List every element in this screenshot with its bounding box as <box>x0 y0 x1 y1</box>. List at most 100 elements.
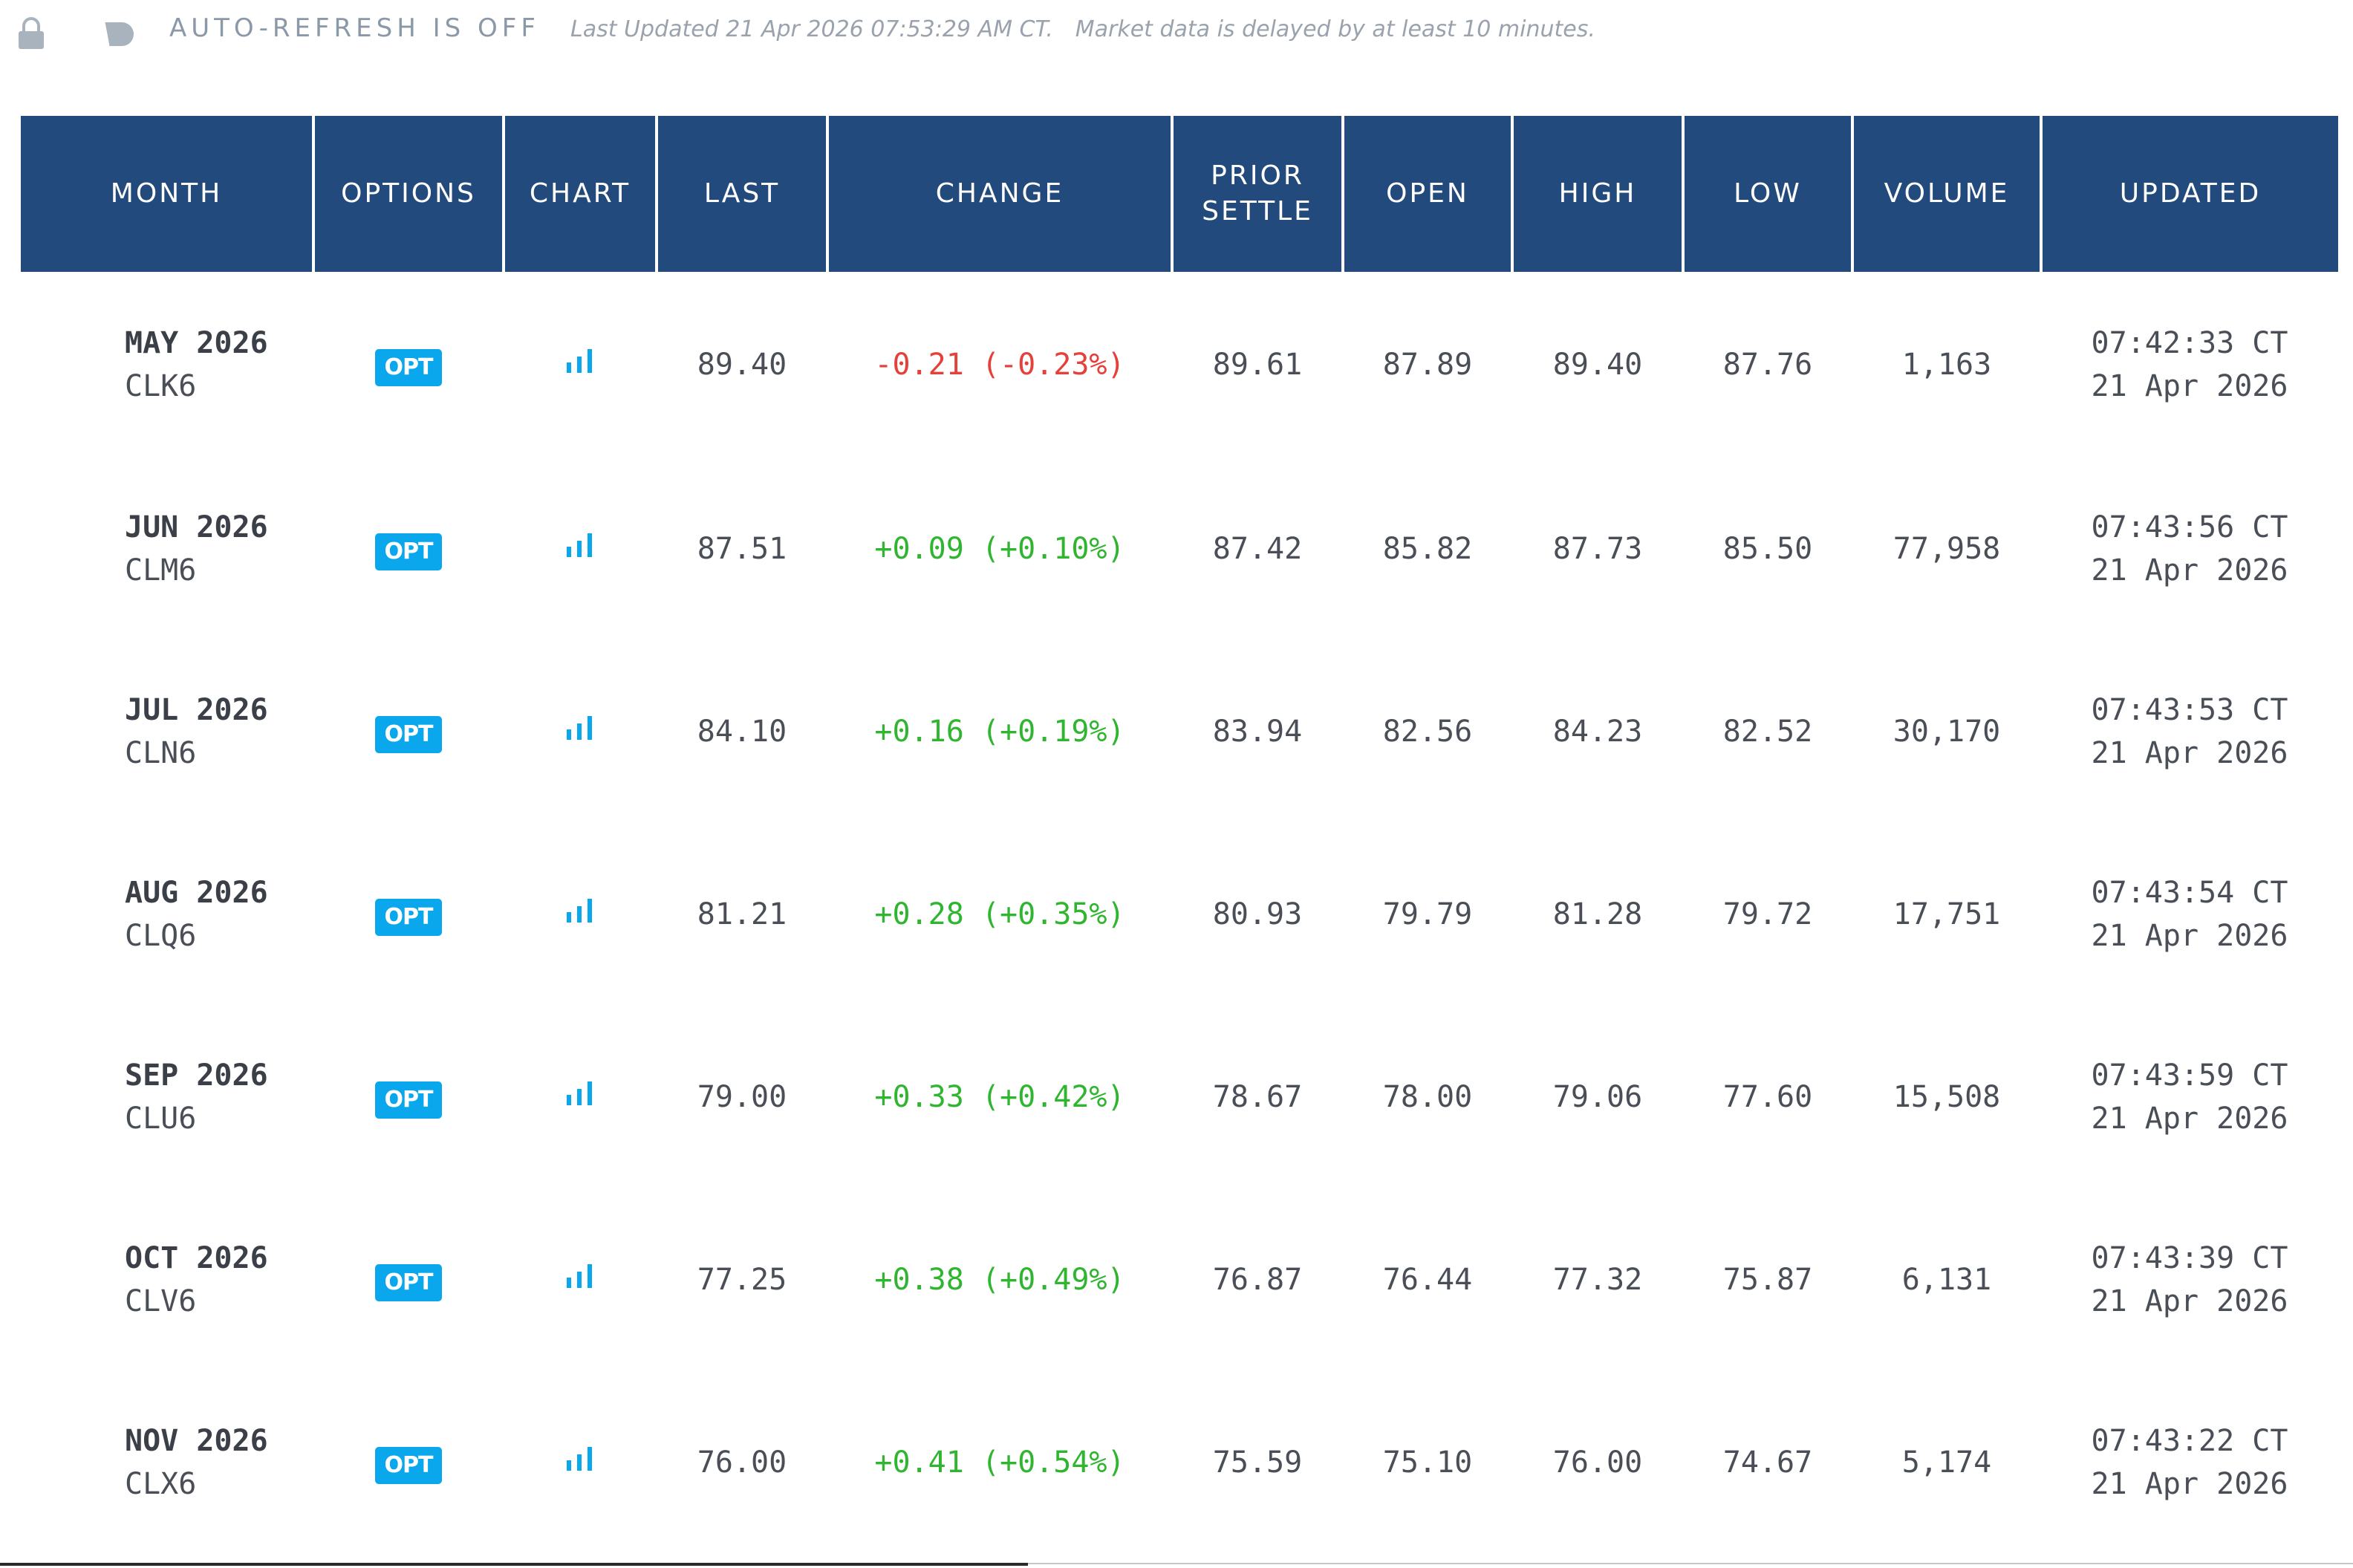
column-header-month[interactable]: MONTH <box>21 116 313 272</box>
volume: 6,131 <box>1901 1263 1992 1297</box>
column-header-volume[interactable]: VOLUME <box>1851 116 2041 272</box>
column-header-options[interactable]: OPTIONS <box>312 116 504 272</box>
high-price: 77.32 <box>1552 1263 1643 1297</box>
chart-cell <box>504 1188 657 1371</box>
price-change: +0.28 (+0.35%) <box>874 897 1125 931</box>
chart-cell <box>504 272 657 458</box>
delay-notice-text: Market data is delayed by at least 10 mi… <box>1075 16 1595 42</box>
opt-button[interactable]: OPT <box>375 349 442 386</box>
bar-chart-icon[interactable] <box>564 1080 596 1107</box>
bar-chart-icon[interactable] <box>564 897 596 924</box>
volume: 17,751 <box>1893 897 2001 931</box>
last-updated-text: Last Updated 21 Apr 2026 07:53:29 AM CT. <box>570 16 1053 42</box>
options-cell: OPT <box>313 640 504 823</box>
bar-chart-icon[interactable] <box>564 348 596 374</box>
open-price: 82.56 <box>1382 715 1473 749</box>
volume: 15,508 <box>1893 1080 2001 1114</box>
lock-icon[interactable] <box>16 16 46 51</box>
column-header-open[interactable]: OPEN <box>1341 116 1512 272</box>
prior-settle: 76.87 <box>1212 1263 1303 1297</box>
bar-chart-icon[interactable] <box>564 1445 596 1472</box>
updated-date: 21 Apr 2026 <box>2091 1102 2288 1136</box>
chart-cell <box>504 823 657 1006</box>
contract-month[interactable]: SEP 2026 <box>125 1058 268 1093</box>
options-cell: OPT <box>313 1006 504 1188</box>
low-price: 75.87 <box>1722 1263 1813 1297</box>
opt-button[interactable]: OPT <box>375 1081 442 1119</box>
volume: 5,174 <box>1901 1445 1992 1480</box>
month-cell[interactable]: OCT 2026 CLV6 <box>21 1188 313 1371</box>
updated-cell: 07:43:53 CT 21 Apr 2026 <box>2041 640 2338 823</box>
month-cell[interactable]: SEP 2026 CLU6 <box>21 1006 313 1188</box>
high-price: 89.40 <box>1552 348 1643 382</box>
prior-settle: 87.42 <box>1212 532 1303 566</box>
column-header-high[interactable]: HIGH <box>1511 116 1683 272</box>
table-body: MAY 2026 CLK6 OPT 89.40 -0.21 (-0.23%) 8… <box>21 272 2338 1554</box>
options-cell: OPT <box>313 458 504 640</box>
updated-cell: 07:42:33 CT 21 Apr 2026 <box>2041 272 2338 458</box>
prior-settle: 78.67 <box>1212 1080 1303 1114</box>
options-cell: OPT <box>313 1371 504 1554</box>
updated-cell: 07:43:59 CT 21 Apr 2026 <box>2041 1006 2338 1188</box>
toggle-icon[interactable] <box>102 21 135 48</box>
bar-chart-icon[interactable] <box>564 715 596 741</box>
opt-button[interactable]: OPT <box>375 533 442 570</box>
column-header-updated[interactable]: UPDATED <box>2040 116 2338 272</box>
contract-month[interactable]: AUG 2026 <box>125 876 268 910</box>
column-header-last[interactable]: LAST <box>655 116 827 272</box>
contract-month[interactable]: NOV 2026 <box>125 1424 268 1458</box>
table-row: JUL 2026 CLN6 OPT 84.10 +0.16 (+0.19%) 8… <box>21 640 2338 823</box>
updated-time: 07:43:56 CT <box>2091 510 2288 544</box>
auto-refresh-status[interactable]: AUTO-REFRESH IS OFF <box>169 13 540 43</box>
bottom-divider-light <box>1028 1563 2353 1564</box>
updated-date: 21 Apr 2026 <box>2091 553 2288 588</box>
low-price: 85.50 <box>1722 532 1813 566</box>
quotes-table: MONTH OPTIONS CHART LAST CHANGE PRIOR SET… <box>21 116 2338 1554</box>
last-price: 77.25 <box>697 1263 787 1297</box>
month-cell[interactable]: MAY 2026 CLK6 <box>21 272 313 458</box>
table-row: MAY 2026 CLK6 OPT 89.40 -0.21 (-0.23%) 8… <box>21 272 2338 458</box>
updated-date: 21 Apr 2026 <box>2091 369 2288 403</box>
opt-button[interactable]: OPT <box>375 899 442 936</box>
bar-chart-icon[interactable] <box>564 532 596 559</box>
price-change: +0.38 (+0.49%) <box>874 1263 1125 1297</box>
opt-button[interactable]: OPT <box>375 1447 442 1484</box>
contract-symbol: CLU6 <box>125 1102 197 1136</box>
chart-cell <box>504 458 657 640</box>
last-price: 89.40 <box>697 348 787 382</box>
options-cell: OPT <box>313 1188 504 1371</box>
month-cell[interactable]: JUN 2026 CLM6 <box>21 458 313 640</box>
contract-symbol: CLX6 <box>125 1467 197 1501</box>
contract-month[interactable]: MAY 2026 <box>125 326 268 360</box>
last-price: 87.51 <box>697 532 787 566</box>
updated-cell: 07:43:22 CT 21 Apr 2026 <box>2041 1371 2338 1554</box>
last-price: 79.00 <box>697 1080 787 1114</box>
opt-button[interactable]: OPT <box>375 1264 442 1301</box>
price-change: +0.33 (+0.42%) <box>874 1080 1125 1114</box>
contract-symbol: CLM6 <box>125 553 197 588</box>
low-price: 82.52 <box>1722 715 1813 749</box>
month-cell[interactable]: JUL 2026 CLN6 <box>21 640 313 823</box>
month-cell[interactable]: NOV 2026 CLX6 <box>21 1371 313 1554</box>
updated-time: 07:43:54 CT <box>2091 876 2288 910</box>
contract-month[interactable]: JUN 2026 <box>125 510 268 544</box>
column-header-change[interactable]: CHANGE <box>826 116 1172 272</box>
bar-chart-icon[interactable] <box>564 1263 596 1289</box>
volume: 77,958 <box>1893 532 2001 566</box>
column-header-chart[interactable]: CHART <box>502 116 657 272</box>
contract-month[interactable]: JUL 2026 <box>125 693 268 727</box>
opt-button[interactable]: OPT <box>375 716 442 753</box>
contract-month[interactable]: OCT 2026 <box>125 1241 268 1275</box>
price-change: -0.21 (-0.23%) <box>874 348 1125 382</box>
low-price: 77.60 <box>1722 1080 1813 1114</box>
top-bar: AUTO-REFRESH IS OFF Last Updated 21 Apr … <box>0 0 2353 67</box>
updated-time: 07:43:53 CT <box>2091 693 2288 727</box>
month-cell[interactable]: AUG 2026 CLQ6 <box>21 823 313 1006</box>
updated-cell: 07:43:56 CT 21 Apr 2026 <box>2041 458 2338 640</box>
column-header-low[interactable]: LOW <box>1682 116 1852 272</box>
updated-time: 07:43:59 CT <box>2091 1058 2288 1093</box>
high-price: 87.73 <box>1552 532 1643 566</box>
prior-settle: 83.94 <box>1212 715 1303 749</box>
column-header-prior-settle[interactable]: PRIOR SETTLE <box>1171 116 1343 272</box>
updated-date: 21 Apr 2026 <box>2091 736 2288 770</box>
